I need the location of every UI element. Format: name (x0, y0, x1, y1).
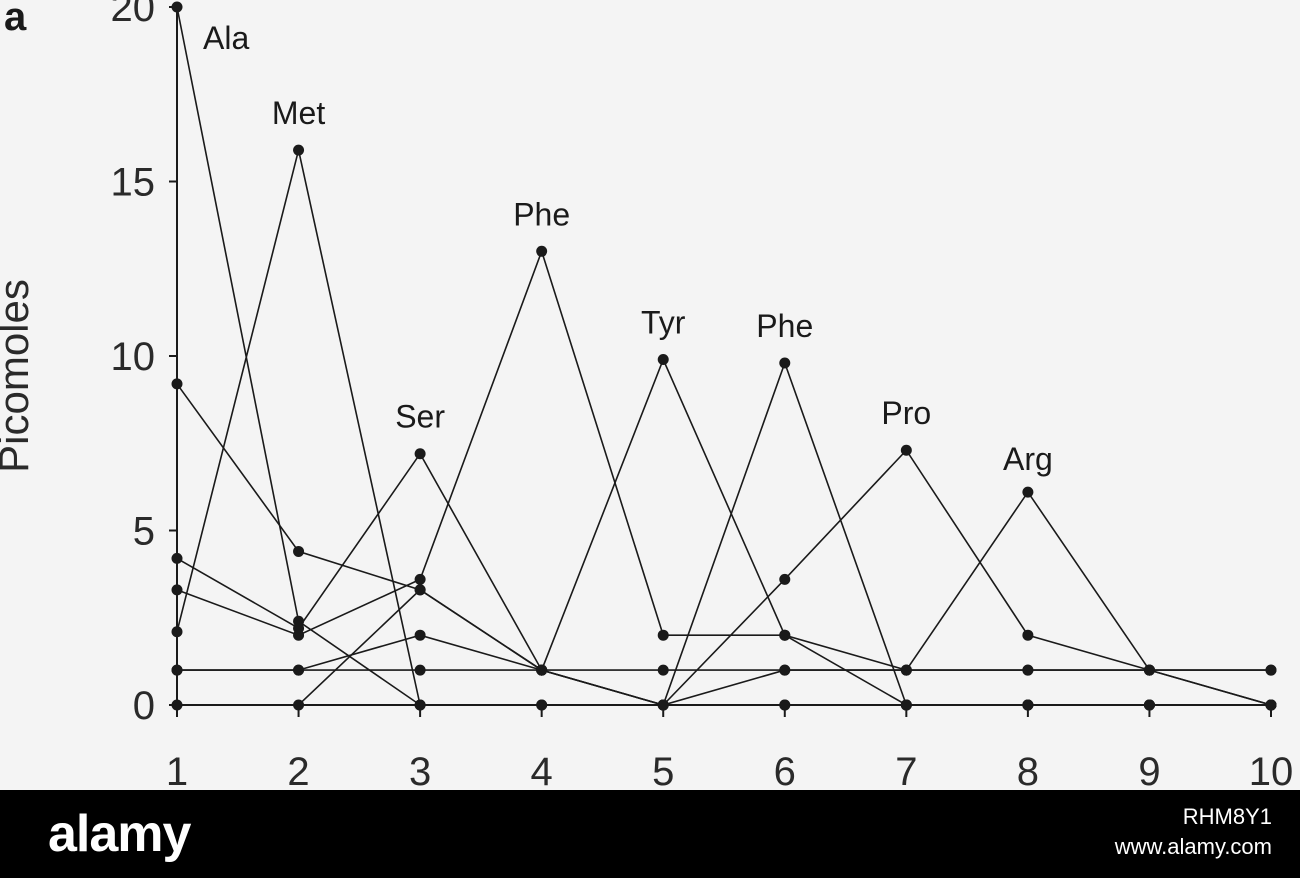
y-axis-title: Picomoles (0, 279, 37, 473)
peak-label: Arg (1003, 441, 1053, 477)
y-tick-label: 15 (111, 161, 156, 205)
x-tick-label: 6 (774, 750, 796, 790)
data-point (779, 573, 791, 585)
data-point (414, 699, 426, 711)
data-point (1143, 664, 1155, 676)
data-point (779, 664, 791, 676)
x-tick-label: 3 (409, 750, 431, 790)
peak-label: Phe (513, 196, 570, 232)
data-point (293, 545, 305, 557)
series-line-3 (176, 248, 1271, 671)
peak-label: Ala (203, 20, 249, 56)
data-point (779, 699, 791, 711)
series-line-7 (177, 490, 1272, 706)
chart-area: 0 5 10 15 20 1 2 3 4 5 6 7 8 9 10 Picomoles a Ala Met Ser Ph… (0, 0, 1294, 790)
data-point (1265, 664, 1277, 676)
data-point (1265, 699, 1277, 711)
data-point (171, 378, 183, 390)
line-chart: 0 5 10 15 20 1 2 3 4 5 6 7 8 9 10 Picomoles a Ala Met Ser Ph… (0, 0, 1294, 790)
series-line-1 (176, 149, 1271, 706)
data-point (900, 444, 912, 456)
data-point (657, 664, 669, 676)
footer-id-block: RHM8Y1 www.alamy.com (1115, 802, 1272, 862)
series-line-5 (177, 360, 1271, 706)
x-tick-label: 10 (1249, 750, 1294, 790)
x-tick-label: 8 (1017, 750, 1039, 790)
data-point (414, 664, 426, 676)
series-line-0 (176, 6, 1271, 706)
peak-label: Phe (756, 308, 813, 344)
data-point (171, 584, 183, 596)
y-tick-label: 0 (133, 684, 155, 728)
data-point (171, 664, 183, 676)
data-point (1022, 664, 1034, 676)
data-point (900, 699, 912, 711)
data-point (414, 573, 426, 585)
x-tick-label: 1 (166, 750, 188, 790)
data-point (536, 699, 548, 711)
data-point (779, 629, 791, 641)
peak-label: Met (272, 95, 325, 131)
y-tick-label: 10 (111, 335, 156, 379)
x-tick-label: 7 (895, 750, 917, 790)
data-point (293, 144, 305, 156)
x-tick-label: 2 (287, 750, 309, 790)
watermark-footer: alamy RHM8Y1 www.alamy.com (0, 790, 1300, 878)
data-point (171, 552, 183, 564)
data-point (293, 629, 305, 641)
x-tick-label: 5 (652, 750, 674, 790)
series-line-6 (177, 448, 1272, 706)
data-point (414, 584, 426, 596)
data-point (1022, 486, 1034, 498)
data-point (293, 699, 305, 711)
data-point (171, 699, 183, 711)
panel-label: a (4, 0, 27, 39)
x-tick-label: 4 (531, 750, 553, 790)
peak-label: Ser (395, 399, 445, 435)
data-point (1143, 699, 1155, 711)
data-point (536, 664, 548, 676)
data-point (1022, 629, 1034, 641)
x-tick-label: 9 (1138, 750, 1160, 790)
peak-label: Pro (881, 395, 931, 431)
y-tick-label: 20 (111, 0, 156, 30)
data-point (414, 629, 426, 641)
site-url: www.alamy.com (1114, 834, 1272, 859)
data-point (414, 448, 426, 460)
data-point (657, 699, 669, 711)
y-tick-label: 5 (133, 510, 155, 554)
image-id: RHM8Y1 (1182, 804, 1272, 829)
data-point (657, 629, 669, 641)
data-point (657, 353, 669, 365)
data-point (536, 245, 548, 257)
data-point (293, 664, 305, 676)
data-point (171, 1, 183, 13)
data-point (171, 626, 183, 638)
series-line-2 (176, 452, 1271, 671)
data-point (1022, 699, 1034, 711)
alamy-logo: alamy (48, 805, 191, 863)
peak-label: Tyr (641, 304, 686, 340)
data-point (900, 664, 912, 676)
data-point (779, 357, 791, 369)
